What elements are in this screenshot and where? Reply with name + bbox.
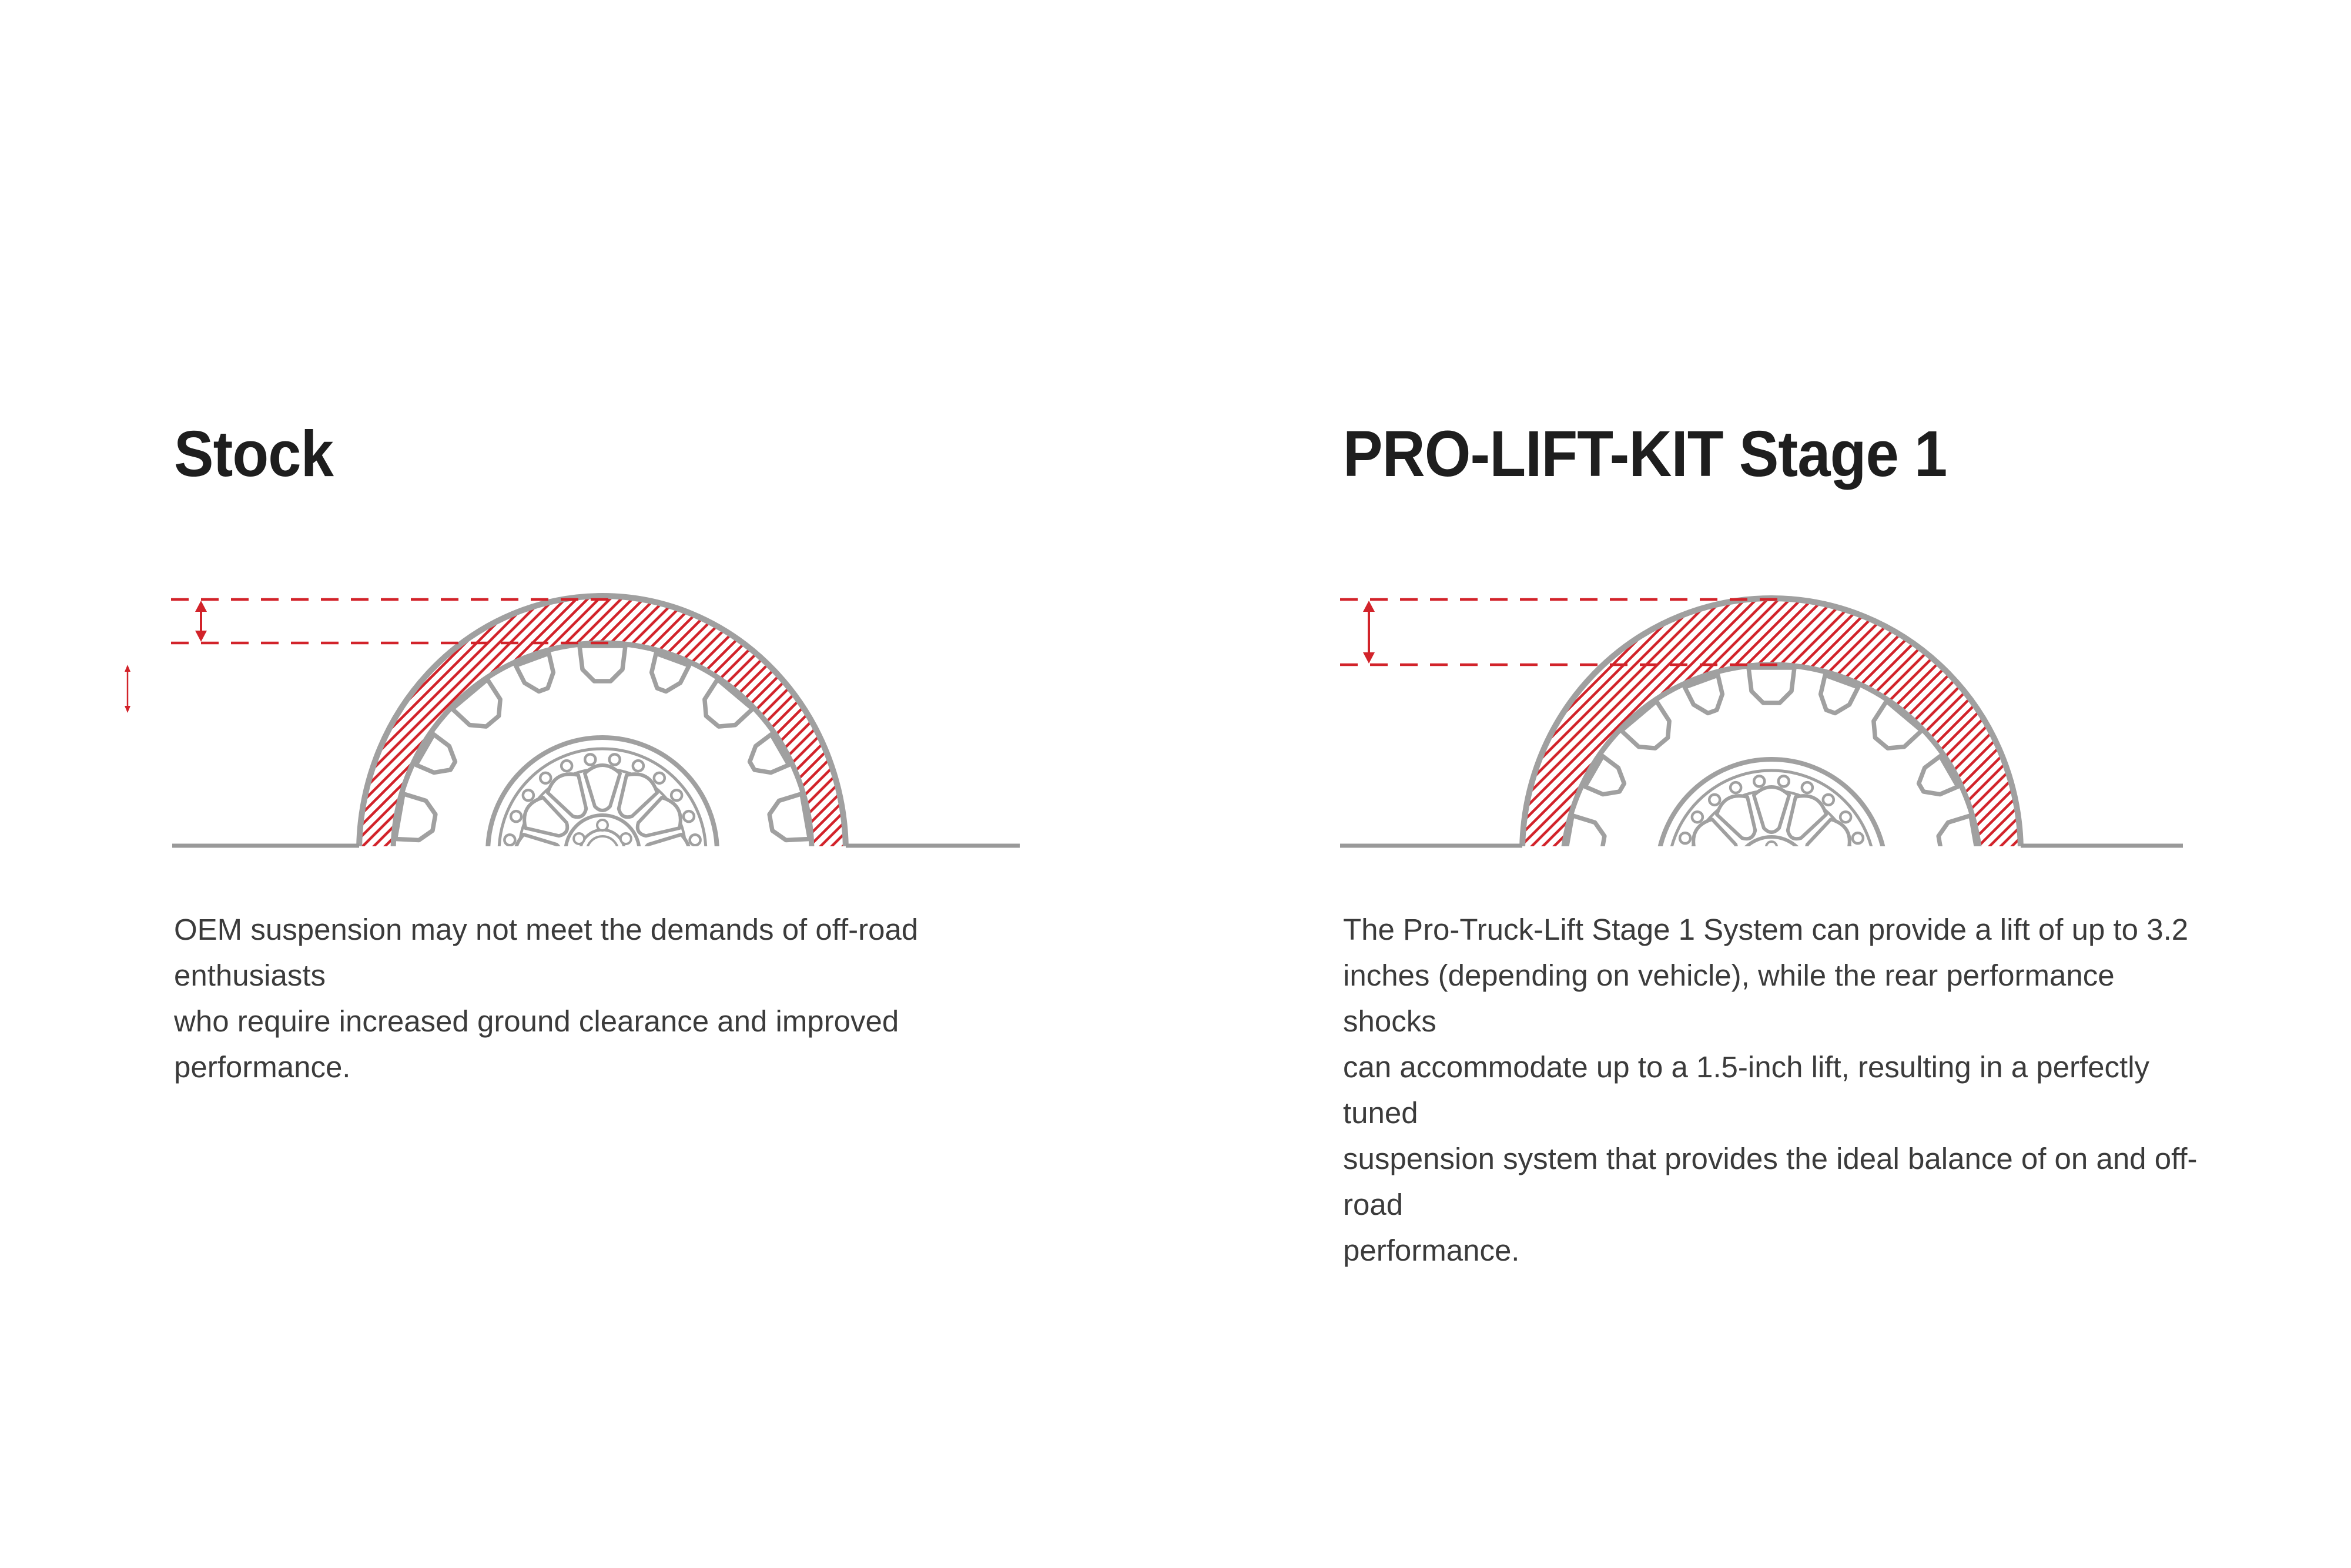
rim-bolt-hole xyxy=(1690,810,1704,824)
rim-bolt-hole xyxy=(521,788,535,802)
side-gap-arrow-head-up xyxy=(125,665,130,672)
rim-spoke-cutout xyxy=(1684,856,1730,859)
rim-bolt-hole xyxy=(1673,856,1684,859)
rim-spoke-cutout xyxy=(1804,817,1851,846)
rim-bolt-hole xyxy=(560,759,574,773)
tire-knob xyxy=(702,677,755,729)
panel-stock: Stock OEM suspension may not meet the de… xyxy=(125,418,1020,1084)
rim-spoke-cutout xyxy=(1692,817,1739,846)
tire-knob xyxy=(747,732,791,775)
lift-gap-arrow-head-up xyxy=(195,601,207,612)
hub-bolt xyxy=(1743,855,1753,859)
rim-bolt-hole xyxy=(631,759,645,773)
wheel-well-illustration xyxy=(1519,595,2024,859)
tire-knob xyxy=(450,677,503,729)
rim-bolt-hole xyxy=(1851,831,1865,845)
tire-knob xyxy=(767,791,812,843)
rim-bolt-hole xyxy=(688,833,702,846)
rim-spoke-cutout xyxy=(629,858,686,859)
rim-spoke-cutout xyxy=(1786,794,1828,841)
rim-spoke-cutout xyxy=(514,833,562,846)
rim-spoke-cutout xyxy=(1715,794,1757,841)
hub-bore xyxy=(586,835,619,846)
tire-knob xyxy=(577,644,628,684)
side-gap-arrow-head-down xyxy=(125,706,130,713)
hub-ring xyxy=(564,813,641,846)
rim-bolt-hole xyxy=(1752,775,1766,788)
hub-bolt xyxy=(1765,840,1778,846)
tire-knob xyxy=(393,791,438,843)
rim-spoke-cutout xyxy=(642,833,691,846)
stock-description: OEM suspension may not meet the demands … xyxy=(174,913,919,1084)
tire-knob xyxy=(1682,673,1725,716)
hub-bolt xyxy=(596,819,609,832)
lift-kit-title: PRO-LIFT-KIT Stage 1 xyxy=(1343,418,2000,490)
rim-lip-ring xyxy=(1670,769,1873,846)
hub-bore xyxy=(1756,858,1787,859)
tire-knob xyxy=(1916,753,1960,797)
rim-bolt-hole xyxy=(682,809,696,823)
stock-title: Stock xyxy=(174,418,347,490)
tire-knob xyxy=(1562,813,1607,846)
tire-knob xyxy=(1619,699,1672,751)
rim-bolt-hole xyxy=(1821,793,1836,807)
lift-kit-description: The Pro-Truck-Lift Stage 1 System can pr… xyxy=(1343,913,2198,1267)
rim-lip-ring xyxy=(497,747,708,846)
rim-spoke-cutout xyxy=(518,858,575,859)
hub-bolt xyxy=(1790,855,1800,859)
rim-spoke-cutout xyxy=(523,796,570,838)
wheel-well-illustration xyxy=(356,593,849,859)
rim-bolt-hole xyxy=(669,788,684,802)
rim-bolt-hole xyxy=(583,753,597,766)
lift-gap-arrow-head-down xyxy=(195,631,207,642)
tire-knob xyxy=(1936,813,1981,846)
tire-knob xyxy=(1746,665,1797,705)
lift-kit-title-text: PRO-LIFT-KIT Stage 1 xyxy=(1343,418,1947,490)
rim-bolt-hole xyxy=(1707,793,1722,807)
hub-center-ring xyxy=(1749,852,1794,859)
rim-bolt-hole xyxy=(608,753,622,766)
lift-kit-wheel-diagram xyxy=(1340,595,2183,859)
rim-bolt-hole xyxy=(1678,831,1692,845)
tire-knob xyxy=(649,651,692,694)
rim-spoke-cutout xyxy=(583,763,622,812)
rim-spoke-cutout xyxy=(635,796,682,838)
tire-knob xyxy=(1583,753,1627,797)
tire-knob xyxy=(1871,699,1924,751)
lift-gap-arrow-head-down xyxy=(1363,652,1375,664)
rim-spoke-cutout xyxy=(1813,856,1858,859)
rim-bolt-hole xyxy=(652,771,667,785)
tire-knob xyxy=(513,651,556,694)
rim-bolt-hole xyxy=(1777,775,1791,788)
rim-spoke-cutout xyxy=(617,772,659,819)
rim-bolt-hole xyxy=(1800,780,1814,795)
rim-bolt-hole xyxy=(538,771,552,785)
rim-spoke-cutout xyxy=(546,772,588,819)
rim-bolt-hole xyxy=(1859,856,1870,859)
stock-title-text: Stock xyxy=(174,418,334,490)
rim-spoke-cutout xyxy=(1752,785,1791,834)
rim-bolt-hole xyxy=(1729,780,1743,795)
hub-bolt xyxy=(572,832,586,845)
panel-lift-kit: PRO-LIFT-KIT Stage 1 The Pro-Truck-Lift … xyxy=(1169,0,2351,1568)
rim-bolt-hole xyxy=(503,833,517,846)
hub-ring xyxy=(1744,835,1799,846)
tire-knob xyxy=(414,732,458,775)
lift-gap-arrow-head-up xyxy=(1363,601,1375,612)
hub-bolt xyxy=(619,832,632,845)
rim-bolt-hole xyxy=(1838,810,1853,824)
rim-bolt-hole xyxy=(509,809,523,823)
tire-knob xyxy=(1818,673,1861,716)
stock-wheel-diagram xyxy=(125,593,1020,859)
